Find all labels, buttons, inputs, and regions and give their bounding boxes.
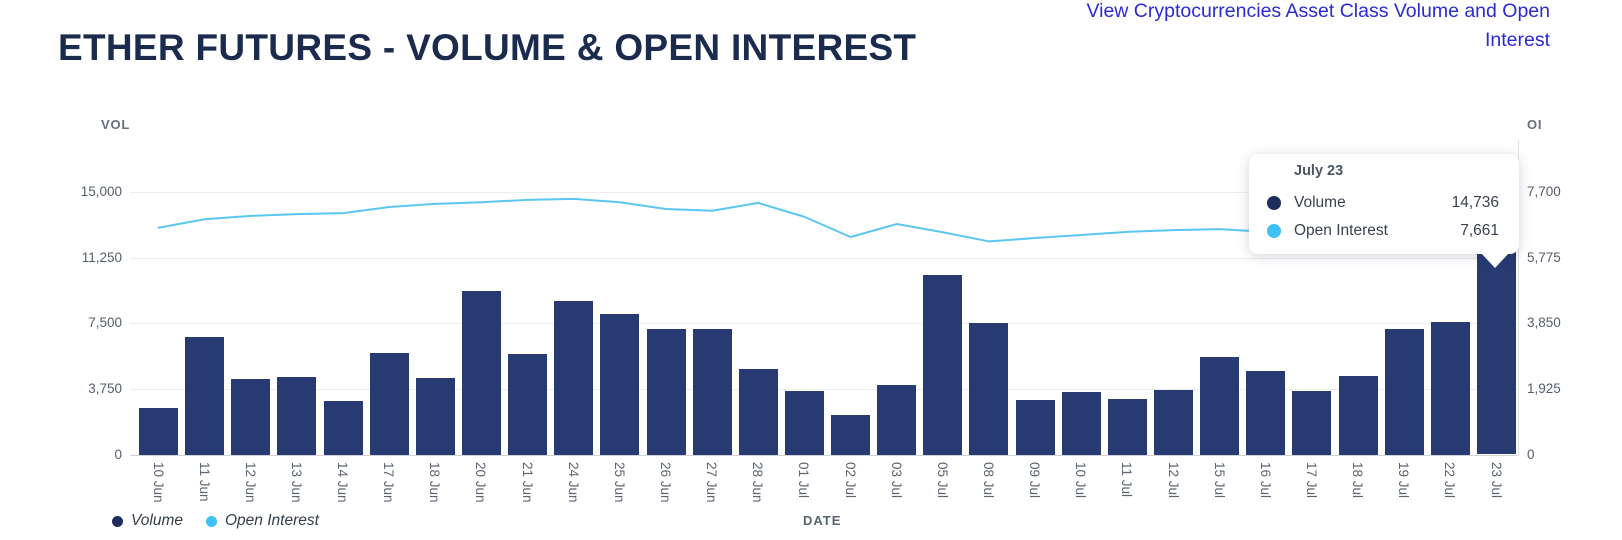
x-axis-tick-label: 17 Jul	[1303, 462, 1319, 499]
x-axis-tick-label: 09 Jul	[1027, 462, 1043, 499]
legend-item-open-interest[interactable]: Open Interest	[206, 512, 319, 530]
x-axis-tick-label: 12 Jun	[242, 462, 258, 503]
chart-tooltip: July 23 Volume 14,736 Open Interest 7,66…	[1249, 154, 1519, 268]
legend-item-volume[interactable]: Volume	[112, 512, 183, 530]
tooltip-date: July 23	[1294, 163, 1344, 179]
right-axis-line	[1518, 140, 1519, 455]
volume-bar-11-jun[interactable]	[185, 337, 225, 455]
volume-bar-22-jul[interactable]	[1430, 321, 1470, 455]
open-interest-legend-dot-icon	[206, 515, 217, 527]
volume-bar-17-jul[interactable]	[1292, 390, 1332, 455]
volume-bar-28-jun[interactable]	[738, 368, 778, 455]
right-axis-tick-label: 1,925	[1527, 380, 1561, 396]
right-axis-tick-label: 3,850	[1527, 315, 1561, 331]
grid-line	[130, 323, 1518, 325]
x-axis-tick-label: 28 Jun	[750, 462, 766, 503]
x-axis-tick-label: 18 Jul	[1350, 462, 1366, 499]
x-axis-tick-label: 10 Jun	[150, 462, 166, 503]
volume-bar-25-jun[interactable]	[600, 313, 640, 455]
volume-bar-02-jul[interactable]	[831, 415, 871, 455]
volume-bar-08-jul[interactable]	[969, 323, 1009, 455]
volume-legend-label: Volume	[131, 512, 183, 529]
grid-line	[130, 257, 1518, 259]
asset-class-link[interactable]: View Cryptocurrencies Asset Class Volume…	[1086, 0, 1550, 51]
volume-bar-16-jul[interactable]	[1246, 370, 1286, 455]
x-axis-tick-label: 11 Jun	[196, 462, 212, 502]
tooltip-caret	[1481, 253, 1509, 268]
x-axis-tick-label: 08 Jul	[980, 462, 996, 499]
volume-legend-dot-icon	[112, 515, 123, 527]
open-interest-legend-label: Open Interest	[225, 512, 319, 529]
left-axis-tick-label: 15,000	[80, 184, 122, 199]
x-axis-tick-label: 27 Jun	[704, 462, 720, 503]
volume-bar-01-jul[interactable]	[784, 390, 824, 455]
volume-bar-09-jul[interactable]	[1015, 400, 1055, 455]
volume-bar-11-jul[interactable]	[1107, 398, 1147, 455]
x-axis-tick-label: 18 Jun	[427, 462, 443, 503]
grid-line	[130, 388, 1518, 390]
x-axis-tick-label: 24 Jun	[565, 462, 581, 503]
x-axis-tick-label: 19 Jul	[1396, 462, 1412, 499]
x-axis-tick-label: 05 Jul	[934, 462, 950, 499]
x-axis-tick-label: 14 Jun	[335, 462, 351, 503]
x-axis-tick-label: 13 Jun	[288, 462, 304, 503]
right-axis-title: OI	[1527, 117, 1543, 132]
volume-bar-12-jul[interactable]	[1154, 389, 1194, 455]
x-axis-tick-label: 17 Jun	[381, 462, 397, 503]
x-axis-tick-label: 23 Jul	[1488, 462, 1504, 499]
x-axis-tick-label: 21 Jun	[519, 462, 535, 503]
volume-bar-03-jul[interactable]	[877, 385, 917, 455]
tooltip-open-interest-row: Open Interest 7,661	[1267, 217, 1499, 245]
tooltip-open-interest-label: Open Interest	[1294, 222, 1388, 239]
x-axis-tick-label: 22 Jul	[1442, 462, 1458, 499]
volume-bar-10-jul[interactable]	[1061, 392, 1101, 455]
x-axis-tick-label: 15 Jul	[1211, 462, 1227, 499]
volume-bar-12-jun[interactable]	[231, 379, 271, 455]
x-axis-tick-label: 10 Jul	[1073, 462, 1089, 499]
tooltip-open-interest-dot-icon	[1267, 224, 1281, 238]
x-axis-tick-label: 02 Jul	[842, 462, 858, 499]
volume-bar-05-jul[interactable]	[923, 275, 963, 455]
volume-bar-17-jun[interactable]	[369, 353, 409, 455]
volume-bar-18-jul[interactable]	[1338, 375, 1378, 455]
volume-bar-18-jun[interactable]	[415, 378, 455, 455]
right-axis-tick-label: 0	[1527, 446, 1535, 462]
x-axis-tick-label: 26 Jun	[658, 462, 674, 503]
page-title: ETHER FUTURES - VOLUME & OPEN INTEREST	[58, 26, 917, 68]
left-axis-tick-label: 3,750	[88, 380, 122, 396]
x-axis-tick-label: 20 Jun	[473, 462, 489, 503]
volume-bar-24-jun[interactable]	[554, 301, 594, 455]
volume-bar-13-jun[interactable]	[277, 376, 317, 455]
tooltip-volume-dot-icon	[1267, 196, 1281, 210]
x-axis-title: DATE	[803, 513, 842, 528]
tooltip-volume-label: Volume	[1294, 194, 1346, 211]
volume-bar-10-jun[interactable]	[139, 408, 178, 455]
volume-bar-20-jun[interactable]	[461, 290, 501, 455]
volume-bar-15-jul[interactable]	[1200, 356, 1240, 455]
x-axis-tick-label: 01 Jul	[796, 462, 812, 499]
x-axis-baseline	[130, 454, 1518, 456]
left-axis-tick-label: 7,500	[88, 315, 122, 331]
right-axis-tick-label: 5,775	[1527, 249, 1561, 265]
x-axis-tick-label: 25 Jun	[611, 462, 627, 503]
volume-bar-21-jun[interactable]	[508, 353, 548, 455]
tooltip-volume-value: 14,736	[1451, 194, 1499, 211]
tooltip-volume-row: Volume 14,736	[1267, 189, 1499, 217]
x-axis-tick-label: 16 Jul	[1257, 462, 1273, 499]
volume-bar-14-jun[interactable]	[323, 401, 363, 455]
right-axis-tick-label: 7,700	[1527, 184, 1561, 199]
volume-bar-27-jun[interactable]	[692, 328, 732, 455]
left-axis-title: VOL	[101, 117, 131, 132]
x-axis-tick-label: 12 Jul	[1165, 462, 1181, 499]
volume-bar-26-jun[interactable]	[646, 328, 686, 455]
left-axis-tick-label: 0	[114, 446, 122, 462]
left-axis-tick-label: 11,250	[81, 249, 122, 265]
x-axis-tick-label: 11 Jul	[1119, 462, 1135, 498]
volume-bar-19-jul[interactable]	[1384, 328, 1424, 455]
tooltip-open-interest-value: 7,661	[1460, 222, 1499, 239]
x-axis-tick-label: 03 Jul	[888, 462, 904, 499]
